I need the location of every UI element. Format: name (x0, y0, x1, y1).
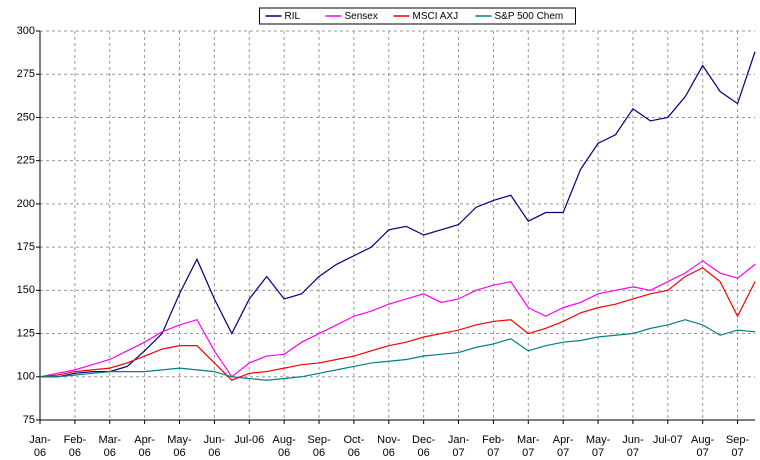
x-tick-label: May-07 (585, 434, 611, 459)
y-tick-label: 125 (17, 327, 35, 339)
line-series (40, 51, 756, 378)
x-tick-label: Apr-06 (134, 434, 156, 459)
x-tick-label: Jan-07 (447, 434, 470, 459)
legend-label: S&P 500 Chem (495, 11, 564, 22)
line-series (39, 267, 756, 381)
x-tick-label: Aug-06 (272, 434, 296, 459)
y-tick-label: 250 (17, 111, 35, 123)
x-tick-label: Apr-07 (552, 434, 574, 459)
x-tick-label: Jun-06 (203, 434, 226, 459)
line-series (40, 319, 756, 381)
y-tick-label: 275 (17, 68, 35, 80)
x-tick-label: Jul-06 (234, 434, 265, 446)
x-tick-label: Aug-07 (691, 434, 715, 459)
x-tick-label: Feb-06 (63, 434, 87, 459)
x-tick-label: Sep-07 (725, 434, 750, 459)
x-tick-label: Mar-06 (98, 434, 122, 459)
x-tick-label: Feb-07 (482, 434, 505, 459)
y-tick-label: 200 (17, 198, 35, 210)
y-tick-label: 75 (23, 414, 35, 426)
y-tick-label: 225 (17, 155, 35, 167)
y-tick-label: 300 (17, 25, 35, 37)
y-tick-label: 100 (17, 371, 35, 383)
y-tick-label: 175 (17, 241, 35, 253)
x-tick-label: Nov-06 (377, 434, 401, 459)
x-tick-label: Sep-06 (307, 434, 331, 459)
line-series (39, 260, 756, 378)
x-tick-label: Dec-06 (412, 434, 436, 459)
x-tick-label: Mar-07 (516, 434, 540, 459)
legend-label: Sensex (345, 11, 378, 22)
legend-label: MSCI AXJ (413, 11, 459, 22)
x-tick-label: May-06 (167, 434, 192, 459)
y-tick-label: 150 (17, 284, 35, 296)
x-tick-label: Jul-07 (652, 434, 683, 446)
x-tick-label: Jun-07 (622, 434, 644, 459)
legend-box (259, 7, 576, 25)
x-tick-label: Oct-06 (343, 434, 365, 459)
x-tick-label: Jan-06 (29, 434, 51, 459)
legend-label: RIL (285, 11, 301, 22)
